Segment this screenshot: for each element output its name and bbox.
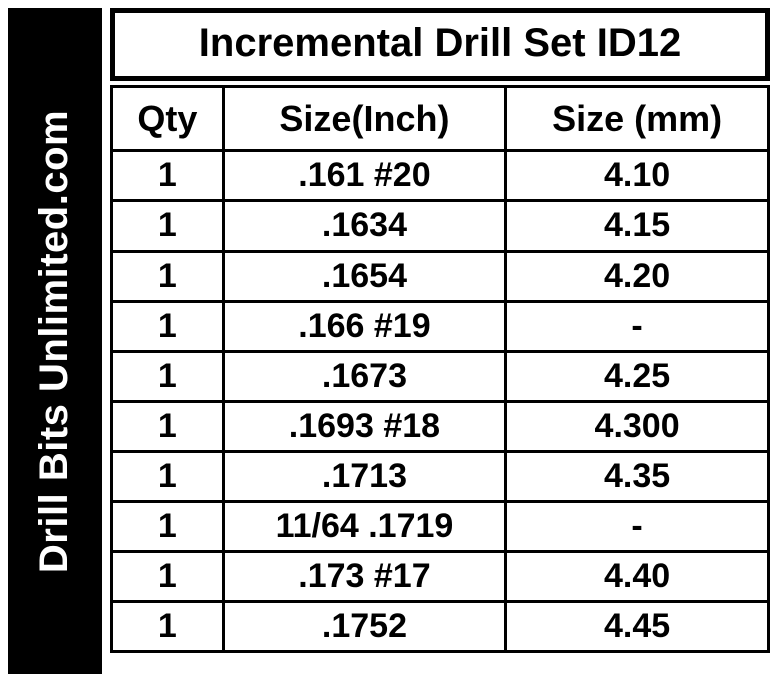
cell-size-inch: .1673 xyxy=(223,351,506,401)
table-area: Incremental Drill Set ID12 Qty Size(Inch… xyxy=(102,8,770,674)
cell-qty: 1 xyxy=(112,351,224,401)
table-row: 1.161 #204.10 xyxy=(112,151,769,201)
drill-set-table: Qty Size(Inch) Size (mm) 1.161 #204.101.… xyxy=(110,85,770,653)
cell-size-mm: 4.40 xyxy=(506,552,769,602)
cell-size-inch: .166 #19 xyxy=(223,301,506,351)
cell-size-mm: 4.15 xyxy=(506,201,769,251)
cell-size-mm: 4.25 xyxy=(506,351,769,401)
table-row: 1.16544.20 xyxy=(112,251,769,301)
cell-size-inch: .161 #20 xyxy=(223,151,506,201)
cell-size-mm: - xyxy=(506,301,769,351)
cell-qty: 1 xyxy=(112,151,224,201)
table-row: 1.16344.15 xyxy=(112,201,769,251)
cell-size-mm: - xyxy=(506,502,769,552)
cell-size-inch: .1752 xyxy=(223,602,506,652)
cell-size-inch: 11/64 .1719 xyxy=(223,502,506,552)
table-row: 1.173 #174.40 xyxy=(112,552,769,602)
col-header-size-inch: Size(Inch) xyxy=(223,87,506,151)
brand-sidebar: Drill Bits Unlimited.com xyxy=(8,8,102,674)
col-header-qty: Qty xyxy=(112,87,224,151)
brand-text: Drill Bits Unlimited.com xyxy=(33,109,78,572)
cell-size-inch: .1654 xyxy=(223,251,506,301)
cell-qty: 1 xyxy=(112,201,224,251)
table-row: 1.17524.45 xyxy=(112,602,769,652)
table-title: Incremental Drill Set ID12 xyxy=(110,8,770,81)
cell-size-inch: .1634 xyxy=(223,201,506,251)
cell-qty: 1 xyxy=(112,552,224,602)
cell-size-mm: 4.45 xyxy=(506,602,769,652)
table-header-row: Qty Size(Inch) Size (mm) xyxy=(112,87,769,151)
cell-qty: 1 xyxy=(112,451,224,501)
col-header-size-mm: Size (mm) xyxy=(506,87,769,151)
cell-qty: 1 xyxy=(112,502,224,552)
table-body: 1.161 #204.101.16344.151.16544.201.166 #… xyxy=(112,151,769,652)
cell-size-inch: .173 #17 xyxy=(223,552,506,602)
table-row: 1.1693 #184.300 xyxy=(112,401,769,451)
table-row: 1.17134.35 xyxy=(112,451,769,501)
table-row: 1.166 #19- xyxy=(112,301,769,351)
table-row: 1.16734.25 xyxy=(112,351,769,401)
cell-size-inch: .1713 xyxy=(223,451,506,501)
cell-size-inch: .1693 #18 xyxy=(223,401,506,451)
table-row: 111/64 .1719- xyxy=(112,502,769,552)
cell-size-mm: 4.35 xyxy=(506,451,769,501)
cell-size-mm: 4.20 xyxy=(506,251,769,301)
cell-qty: 1 xyxy=(112,401,224,451)
cell-size-mm: 4.300 xyxy=(506,401,769,451)
cell-size-mm: 4.10 xyxy=(506,151,769,201)
cell-qty: 1 xyxy=(112,301,224,351)
cell-qty: 1 xyxy=(112,602,224,652)
cell-qty: 1 xyxy=(112,251,224,301)
